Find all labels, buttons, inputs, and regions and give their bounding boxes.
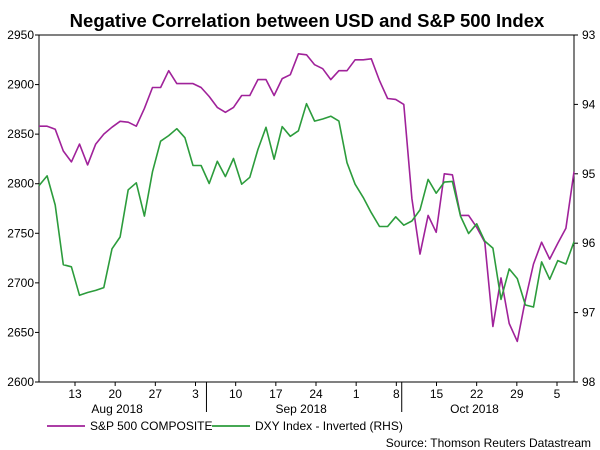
y-left-tick-label: 2950 [7,28,34,42]
plot-frame [38,34,575,383]
y-right-tick-label: 98 [582,375,596,389]
y-right-tick-label: 96 [582,236,596,250]
legend-label-sp500: S&P 500 COMPOSITE [90,419,213,433]
y-right-tick-label: 97 [582,306,596,320]
y-right-tick-label: 93 [582,28,596,42]
x-tick-label: 3 [192,387,199,401]
x-tick-label: 24 [309,387,323,401]
series-line-dxy [38,102,575,308]
y-left-tick-label: 2900 [7,78,34,92]
x-month-label: Sep 2018 [275,402,327,416]
x-tick-label: 1 [353,387,360,401]
y-left-tick-label: 2650 [7,325,34,339]
y-left-tick-label: 2850 [7,127,34,141]
x-tick-label: 5 [554,387,561,401]
x-tick-label: 15 [430,387,444,401]
y-left-tick-label: 2750 [7,226,34,240]
y-left-tick-label: 2700 [7,276,34,290]
x-tick-label: 8 [393,387,400,401]
x-tick-label: 13 [68,387,82,401]
x-tick-label: 20 [108,387,122,401]
legend-label-dxy: DXY Index - Inverted (RHS) [255,419,403,433]
x-month-label: Oct 2018 [450,402,499,416]
y-right-tick-label: 94 [582,97,596,111]
y-left-tick-label: 2800 [7,177,34,191]
source-note: Source: Thomson Reuters Datastream [386,436,591,450]
legend: S&P 500 COMPOSITE DXY Index - Inverted (… [47,419,403,433]
x-tick-label: 10 [229,387,243,401]
x-month-label: Aug 2018 [91,402,143,416]
x-tick-label: 27 [149,387,163,401]
chart-title: Negative Correlation between USD and S&P… [70,10,545,31]
series-line-sp500 [39,52,575,343]
x-tick-label: 29 [510,387,524,401]
x-tick-label: 17 [269,387,283,401]
y-right-tick-label: 95 [582,167,596,181]
y-left-tick-label: 2600 [7,375,34,389]
x-tick-label: 22 [470,387,484,401]
